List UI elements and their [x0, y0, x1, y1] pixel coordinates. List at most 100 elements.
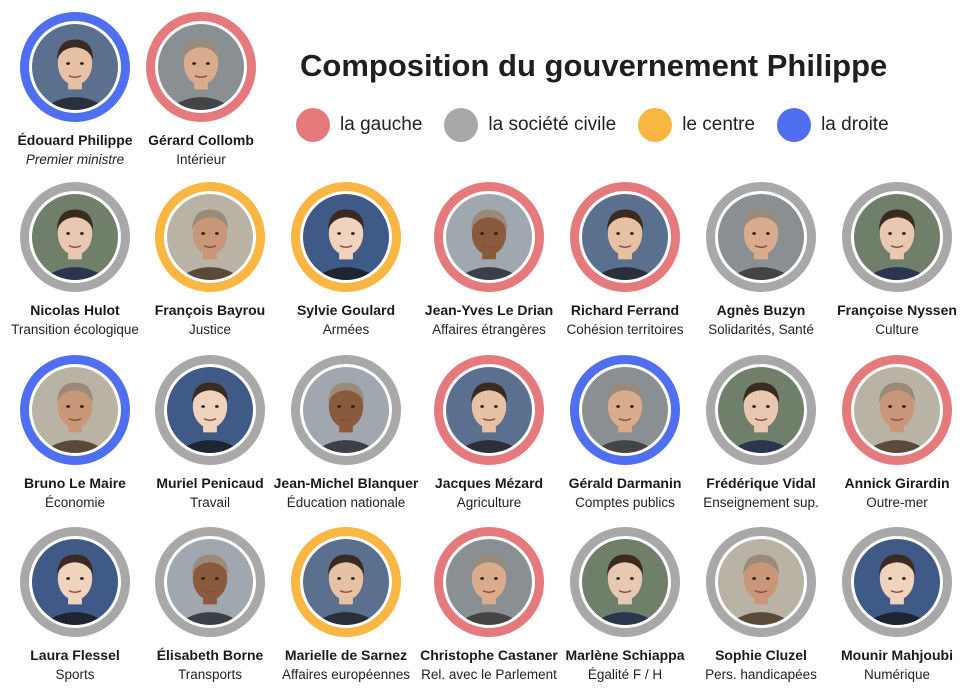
person-name: Christophe Castaner	[420, 647, 558, 663]
portrait-ring	[434, 527, 544, 637]
portrait-ring	[20, 527, 130, 637]
portrait-photo-icon	[582, 194, 668, 280]
person-role: Agriculture	[456, 495, 522, 510]
blue-dot-icon	[777, 108, 812, 142]
portrait-photo-icon	[446, 367, 532, 453]
portrait-ring	[842, 355, 952, 465]
person-name: Sophie Cluzel	[715, 647, 807, 663]
portrait-photo-icon	[718, 539, 804, 625]
person-name: Jacques Mézard	[434, 475, 544, 491]
person-card: Françoise Nyssen Culture	[817, 182, 965, 337]
person-name: Agnès Buzyn	[716, 302, 806, 318]
person-card: Gérald Darmanin Comptes publics	[545, 355, 705, 510]
person-card: Marlène Schiappa Égalité F / H	[545, 527, 705, 682]
person-role: Armées	[322, 322, 370, 337]
portrait-ring	[146, 12, 256, 122]
portrait-photo-icon	[32, 194, 118, 280]
person-name: Marielle de Sarnez	[284, 647, 408, 663]
person-role: Solidarités, Santé	[708, 322, 814, 337]
person-role: Égalité F / H	[587, 667, 663, 682]
portrait-ring	[291, 355, 401, 465]
person-role: Culture	[875, 322, 919, 337]
portrait-ring	[291, 527, 401, 637]
portrait-photo-icon	[854, 539, 940, 625]
portrait-ring	[706, 355, 816, 465]
person-card: Sophie Cluzel Pers. handicapées	[681, 527, 841, 682]
legend-item: la société civile	[444, 108, 616, 142]
portrait-ring	[842, 527, 952, 637]
page-title: Composition du gouvernement Philippe	[300, 48, 888, 83]
person-role: Affaires européennes	[281, 667, 411, 682]
legend-item: le centre	[638, 108, 755, 142]
person-card: Édouard Philippe Premier ministre	[0, 12, 155, 167]
person-card: Jean-Yves Le Drian Affaires étrangères	[409, 182, 569, 337]
person-role: Pers. handicapées	[705, 667, 817, 682]
person-card: Nicolas Hulot Transition écologique	[0, 182, 155, 337]
person-name: Richard Ferrand	[570, 302, 680, 318]
person-name: Annick Girardin	[844, 475, 950, 491]
person-name: Muriel Penicaud	[156, 475, 264, 491]
person-role: Comptes publics	[575, 495, 675, 510]
person-card: Muriel Penicaud Travail	[130, 355, 290, 510]
portrait-photo-icon	[718, 367, 804, 453]
portrait-ring	[434, 182, 544, 292]
legend-item: la droite	[777, 108, 889, 142]
portrait-photo-icon	[167, 194, 253, 280]
portrait-ring	[706, 182, 816, 292]
person-name: Jean-Michel Blanquer	[273, 475, 419, 491]
person-role: Sports	[55, 667, 95, 682]
person-role: Cohésion territoires	[566, 322, 684, 337]
legend-item: la gauche	[296, 108, 422, 142]
person-card: Sylvie Goulard Armées	[266, 182, 426, 337]
portrait-ring	[570, 355, 680, 465]
portrait-photo-icon	[303, 367, 389, 453]
portrait-photo-icon	[167, 539, 253, 625]
portrait-ring	[20, 182, 130, 292]
yellow-dot-icon	[638, 108, 673, 142]
person-role: Rel. avec le Parlement	[421, 667, 557, 682]
red-dot-icon	[296, 108, 330, 142]
portrait-ring	[570, 182, 680, 292]
person-name: Frédérique Vidal	[706, 475, 816, 491]
portrait-photo-icon	[32, 24, 118, 110]
person-card: Jean-Michel Blanquer Éducation nationale	[266, 355, 426, 510]
person-card: Bruno Le Maire Économie	[0, 355, 155, 510]
legend: la gauche la société civile le centre la dr…	[296, 108, 911, 142]
portrait-photo-icon	[303, 539, 389, 625]
person-role: Affaires étrangères	[432, 322, 546, 337]
legend-label: la droite	[821, 114, 889, 135]
person-role: Transports	[177, 667, 243, 682]
person-card: François Bayrou Justice	[130, 182, 290, 337]
portrait-photo-icon	[158, 24, 244, 110]
person-role: Justice	[188, 322, 232, 337]
portrait-photo-icon	[854, 194, 940, 280]
portrait-ring	[434, 355, 544, 465]
portrait-ring	[155, 527, 265, 637]
person-card: Marielle de Sarnez Affaires européennes	[266, 527, 426, 682]
person-card: Annick Girardin Outre-mer	[817, 355, 965, 510]
person-name: Sylvie Goulard	[296, 302, 396, 318]
person-name: Marlène Schiappa	[565, 647, 685, 663]
person-role: Outre-mer	[866, 495, 928, 510]
portrait-ring	[20, 355, 130, 465]
legend-label: la société civile	[488, 114, 617, 135]
portrait-ring	[20, 12, 130, 122]
person-card: Agnès Buzyn Solidarités, Santé	[681, 182, 841, 337]
portrait-photo-icon	[582, 539, 668, 625]
person-name: Élisabeth Borne	[156, 647, 264, 663]
portrait-photo-icon	[718, 194, 804, 280]
person-name: Mounir Mahjoubi	[841, 647, 953, 663]
portrait-photo-icon	[446, 194, 532, 280]
person-role: Éducation nationale	[286, 495, 406, 510]
portrait-photo-icon	[32, 367, 118, 453]
person-role: Économie	[44, 495, 106, 510]
person-name: Gérard Collomb	[148, 132, 254, 148]
person-name: Laura Flessel	[30, 647, 120, 663]
portrait-ring	[155, 355, 265, 465]
portrait-ring	[570, 527, 680, 637]
portrait-photo-icon	[582, 367, 668, 453]
person-role: Numérique	[863, 667, 931, 682]
person-name: Bruno Le Maire	[24, 475, 126, 491]
portrait-ring	[291, 182, 401, 292]
portrait-ring	[842, 182, 952, 292]
